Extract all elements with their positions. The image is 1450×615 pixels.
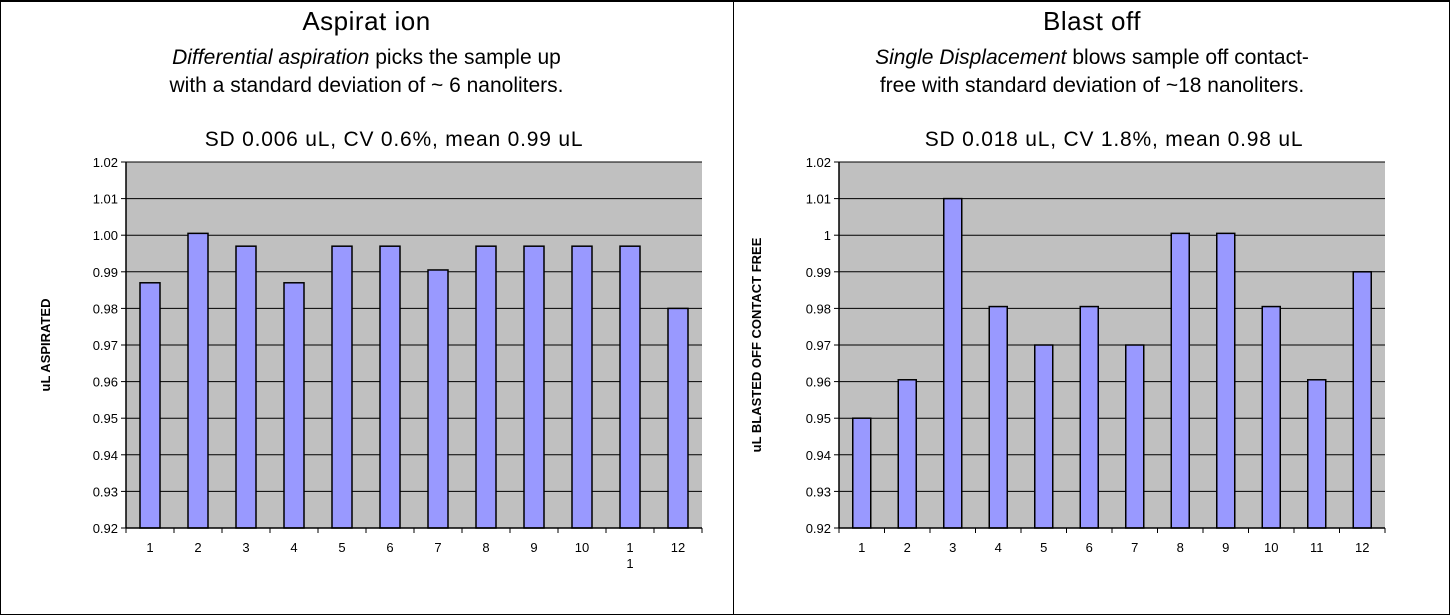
bar [139,282,161,529]
y-tick-label: 0.95 [93,411,118,426]
y-tick-label: 1.02 [806,155,831,170]
top-border [0,0,1450,2]
bar [235,245,257,529]
x-tick-label: 2 [194,540,201,555]
blast-off-bar-chart: SD 0.018 uL, CV 1.8%, mean 0.98 uL 0.92 0.… [749,128,1386,555]
bar [1352,271,1372,529]
x-tick-label: 10 [1264,540,1278,555]
panel-title: Blast off [1043,6,1141,36]
aspiration-bar-chart: SD 0.006 uL, CV 0.6%, mean 0.99 uL 0.92 0.… [38,128,703,571]
x-tick-label: 6 [1086,540,1093,555]
bar [988,305,1008,529]
desc-text: with a standard deviation of ~ 6 nanolit… [169,74,564,97]
x-tick-label: 7 [434,540,441,555]
x-tick-label: 5 [338,540,345,555]
y-tick-label: 1.01 [806,192,831,207]
panel-divider [733,0,734,615]
x-tick-label: 3 [949,540,956,555]
x-tick-label: 11 [1310,540,1324,555]
y-tick-label: 0.98 [93,301,118,316]
y-tick-label: 0.92 [93,521,118,536]
bar [1216,232,1236,529]
bar [943,197,963,529]
panel-title: Aspirat ion [302,6,431,36]
bar [1261,305,1281,529]
bar [427,269,449,529]
bar [283,282,305,529]
bar [379,245,401,529]
bar [571,245,593,529]
x-tick-label: 2 [904,540,911,555]
x-tick-label: 4 [995,540,1002,555]
y-tick-label: 1.01 [93,192,118,207]
y-tick-label: 0.98 [806,301,831,316]
desc-text: blows sample off contact- [1066,46,1309,69]
bar [523,245,545,529]
x-tick-label: 10 [575,540,589,555]
y-axis-label: uL BLASTED OFF CONTACT FREE [749,237,764,452]
x-tick-label: 12 [1355,540,1369,555]
panel-description: Single Displacement blows sample off con… [734,44,1450,100]
bar [187,232,209,529]
x-tick-label: 3 [242,540,249,555]
bar [619,245,641,529]
y-tick-label: 0.99 [93,265,118,280]
bar [667,307,689,529]
y-tick-label: 0.94 [806,448,831,463]
y-tick-label: 0.93 [806,484,831,499]
y-tick-label: 1.02 [93,155,118,170]
bar [1170,232,1190,529]
aspiration-panel: Aspirat ion Differential aspiration pick… [0,6,733,571]
bar [1125,344,1145,529]
x-tick-label: 9 [1222,540,1229,555]
desc-emphasis: Single Displacement [875,46,1067,69]
chart-title: SD 0.018 uL, CV 1.8%, mean 0.98 uL [925,128,1304,151]
x-tick-label: 8 [1177,540,1184,555]
desc-text: picks the sample up [369,46,561,69]
y-tick-label: 0.96 [806,375,831,390]
x-tick-label: 6 [386,540,393,555]
y-tick-label: 0.97 [806,338,831,353]
y-axis-label: uL ASPIRATED [38,299,53,392]
bar [1307,379,1327,529]
y-tick-label: 0.99 [806,265,831,280]
y-tick-label: 1.00 [93,228,118,243]
x-tick-label: 7 [1131,540,1138,555]
blast-off-panel: Blast off Single Displacement blows samp… [734,0,1450,615]
x-tick-label: 4 [290,540,297,555]
x-tick-label: 1 [146,540,153,555]
bar [331,245,353,529]
x-tick-label: 5 [1040,540,1047,555]
panel-description: Differential aspiration picks the sample… [0,44,733,100]
bar [1079,305,1099,529]
bar [475,245,497,529]
desc-emphasis: Differential aspiration [172,46,370,69]
bar [1034,344,1054,529]
y-tick-label: 0.95 [806,411,831,426]
x-tick-label: 12 [671,540,685,555]
x-tick-label: 8 [482,540,489,555]
y-tick-label: 0.96 [93,375,118,390]
bar [897,379,917,529]
y-tick-label: 0.93 [93,484,118,499]
y-tick-label: 0.94 [93,448,118,463]
x-tick-label: 1 [858,540,865,555]
y-tick-label: 1 [824,228,831,243]
desc-text: free with standard deviation of ~18 nano… [879,74,1305,97]
y-tick-label: 0.97 [93,338,118,353]
x-tick-label: 9 [530,540,537,555]
chart-title: SD 0.006 uL, CV 0.6%, mean 0.99 uL [205,128,584,151]
bar [852,417,872,529]
y-tick-label: 0.92 [806,521,831,536]
